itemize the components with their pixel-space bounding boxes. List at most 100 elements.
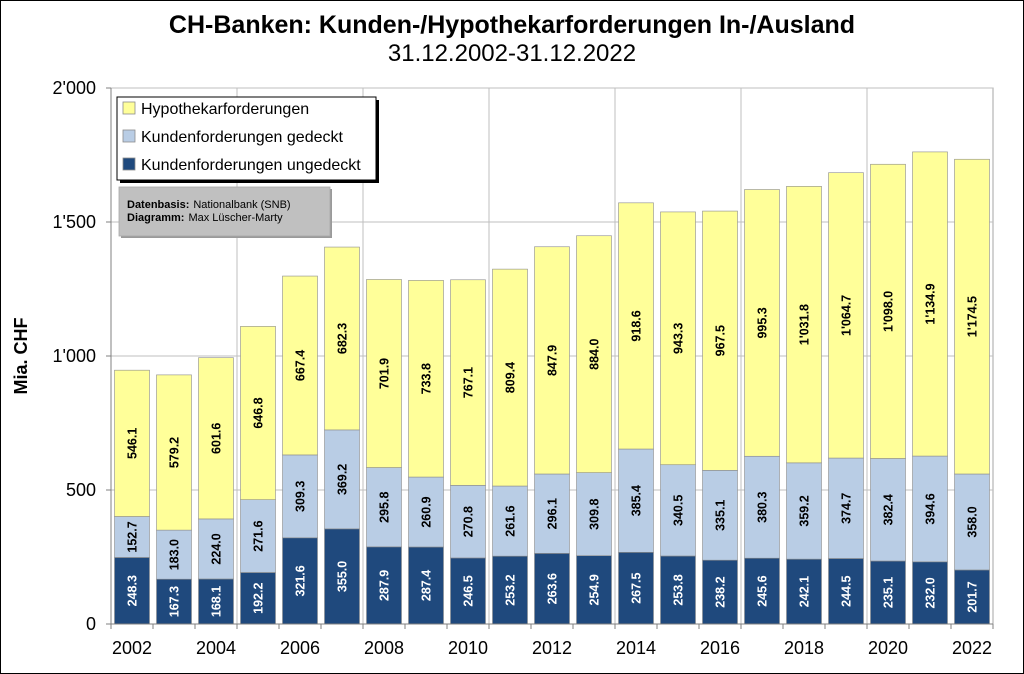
legend: Hypothekarforderungen Kundenforderungen … bbox=[116, 96, 379, 183]
data-label-kundenforderungen-ungedeckt-2003: 167.3 bbox=[167, 586, 181, 617]
data-label-kundenforderungen-ungedeckt-2022: 201.7 bbox=[965, 581, 979, 612]
data-label-kundenforderungen-gedeckt-2013: 309.8 bbox=[587, 498, 601, 529]
data-label-kundenforderungen-ungedeckt-2005: 192.2 bbox=[251, 583, 265, 614]
data-label-hypothekarforderungen-2022: 1'174.5 bbox=[965, 296, 979, 337]
bar-hypothekarforderungen-2016 bbox=[702, 210, 738, 471]
legend-label-kundenforderungen-gedeckt: Kundenforderungen gedeckt bbox=[141, 129, 343, 146]
bar-kundenforderungen-gedeckt-2017 bbox=[744, 455, 780, 559]
legend-swatch-hypothekarforderungen bbox=[122, 101, 136, 115]
data-label-kundenforderungen-gedeckt-2012: 296.1 bbox=[545, 498, 559, 529]
y-tick-label: 2'000 bbox=[53, 78, 96, 98]
data-label-kundenforderungen-ungedeckt-2002: 248.3 bbox=[125, 575, 139, 606]
author-line: Diagramm: Max Lüscher-Marty bbox=[127, 212, 283, 224]
data-label-kundenforderungen-gedeckt-2017: 380.3 bbox=[755, 492, 769, 523]
data-label-hypothekarforderungen-2014: 918.6 bbox=[629, 310, 643, 341]
bar-hypothekarforderungen-2012 bbox=[534, 246, 570, 475]
bar-hypothekarforderungen-2013 bbox=[576, 235, 612, 473]
bar-kundenforderungen-ungedeckt-2018 bbox=[786, 558, 822, 625]
bar-hypothekarforderungen-2020 bbox=[870, 163, 906, 459]
source-line: Datenbasis: Nationalbank (SNB) bbox=[127, 199, 291, 211]
x-tick-label: 2020 bbox=[868, 638, 908, 658]
data-label-hypothekarforderungen-2010: 767.1 bbox=[461, 367, 475, 398]
data-label-hypothekarforderungen-2021: 1'134.9 bbox=[923, 283, 937, 324]
y-tick-label: 500 bbox=[66, 480, 96, 500]
data-label-hypothekarforderungen-2020: 1'098.0 bbox=[881, 291, 895, 332]
y-tick-label: 0 bbox=[86, 614, 96, 634]
bar-kundenforderungen-ungedeckt-2013 bbox=[576, 555, 612, 625]
info-box: Datenbasis: Nationalbank (SNB) Diagramm: M… bbox=[118, 186, 332, 238]
data-label-hypothekarforderungen-2019: 1'064.7 bbox=[839, 295, 853, 336]
bar-kundenforderungen-ungedeckt-2022 bbox=[954, 569, 990, 625]
data-label-hypothekarforderungen-2008: 701.9 bbox=[377, 358, 391, 389]
x-axis: 2002 2004 2006 2008 2010 2012 2014 2016 2018 2020… bbox=[110, 623, 994, 658]
bar-kundenforderungen-ungedeckt-2020 bbox=[870, 560, 906, 625]
bar-kundenforderungen-gedeckt-2006 bbox=[282, 454, 318, 539]
data-label-kundenforderungen-gedeckt-2020: 382.4 bbox=[881, 494, 895, 525]
data-label-kundenforderungen-ungedeckt-2012: 263.6 bbox=[545, 573, 559, 604]
bar-kundenforderungen-gedeckt-2016 bbox=[702, 470, 738, 561]
x-tick-label: 2014 bbox=[616, 638, 656, 658]
data-label-kundenforderungen-ungedeckt-2004: 168.1 bbox=[209, 586, 223, 617]
bar-kundenforderungen-gedeckt-2009 bbox=[408, 476, 444, 548]
legend-label-kundenforderungen-ungedeckt: Kundenforderungen ungedeckt bbox=[141, 157, 361, 174]
data-label-kundenforderungen-gedeckt-2015: 340.5 bbox=[671, 495, 685, 526]
bar-kundenforderungen-gedeckt-2003 bbox=[156, 529, 192, 580]
data-label-hypothekarforderungen-2015: 943.3 bbox=[671, 323, 685, 354]
bar-hypothekarforderungen-2003 bbox=[156, 374, 192, 531]
bar-hypothekarforderungen-2017 bbox=[744, 189, 780, 457]
x-tick-label: 2008 bbox=[364, 638, 404, 658]
data-label-kundenforderungen-gedeckt-2016: 335.1 bbox=[713, 500, 727, 531]
bar-kundenforderungen-gedeckt-2008 bbox=[366, 467, 402, 548]
data-label-kundenforderungen-ungedeckt-2021: 232.0 bbox=[923, 577, 937, 608]
data-label-kundenforderungen-gedeckt-2003: 183.0 bbox=[167, 539, 181, 570]
data-label-kundenforderungen-ungedeckt-2017: 245.6 bbox=[755, 575, 769, 606]
x-tick-label: 2016 bbox=[700, 638, 740, 658]
data-label-hypothekarforderungen-2006: 667.4 bbox=[293, 350, 307, 381]
source-label: Datenbasis: bbox=[127, 199, 189, 211]
data-label-kundenforderungen-ungedeckt-2008: 287.9 bbox=[377, 570, 391, 601]
bar-segments bbox=[114, 151, 990, 625]
bar-kundenforderungen-ungedeckt-2010 bbox=[450, 557, 486, 625]
y-tick-label: 1'500 bbox=[53, 212, 96, 232]
data-label-hypothekarforderungen-2004: 601.6 bbox=[209, 423, 223, 454]
data-label-kundenforderungen-ungedeckt-2019: 244.5 bbox=[839, 576, 853, 607]
bar-kundenforderungen-ungedeckt-2004 bbox=[198, 578, 234, 625]
bar-hypothekarforderungen-2008 bbox=[366, 279, 402, 468]
bar-hypothekarforderungen-2019 bbox=[828, 172, 864, 459]
bar-kundenforderungen-gedeckt-2012 bbox=[534, 473, 570, 554]
data-label-kundenforderungen-ungedeckt-2009: 287.4 bbox=[419, 570, 433, 601]
bar-kundenforderungen-gedeckt-2005 bbox=[240, 499, 276, 573]
data-label-hypothekarforderungen-2016: 967.5 bbox=[713, 325, 727, 356]
data-label-hypothekarforderungen-2003: 579.2 bbox=[167, 437, 181, 468]
data-label-kundenforderungen-ungedeckt-2016: 238.2 bbox=[713, 576, 727, 607]
bar-kundenforderungen-ungedeckt-2017 bbox=[744, 557, 780, 625]
data-label-kundenforderungen-gedeckt-2021: 394.6 bbox=[923, 493, 937, 524]
legend-swatch-kundenforderungen-ungedeckt bbox=[122, 157, 136, 171]
bar-hypothekarforderungen-2010 bbox=[450, 279, 486, 486]
data-label-kundenforderungen-gedeckt-2002: 152.7 bbox=[125, 521, 139, 552]
legend-label-hypothekarforderungen: Hypothekarforderungen bbox=[141, 101, 309, 118]
author-value: Max Lüscher-Marty bbox=[188, 212, 283, 224]
bar-hypothekarforderungen-2018 bbox=[786, 186, 822, 464]
data-label-kundenforderungen-gedeckt-2022: 358.0 bbox=[965, 506, 979, 537]
data-label-kundenforderungen-ungedeckt-2006: 321.6 bbox=[293, 565, 307, 596]
bar-kundenforderungen-ungedeckt-2011 bbox=[492, 555, 528, 625]
data-label-hypothekarforderungen-2018: 1'031.8 bbox=[797, 304, 811, 345]
data-label-kundenforderungen-ungedeckt-2007: 355.0 bbox=[335, 561, 349, 592]
bar-hypothekarforderungen-2005 bbox=[240, 326, 276, 501]
data-label-kundenforderungen-gedeckt-2008: 295.8 bbox=[377, 492, 391, 523]
bar-hypothekarforderungen-2007 bbox=[324, 246, 360, 431]
bar-hypothekarforderungen-2002 bbox=[114, 369, 150, 517]
data-label-hypothekarforderungen-2002: 546.1 bbox=[125, 428, 139, 459]
legend-swatch-kundenforderungen-gedeckt bbox=[122, 129, 136, 143]
chart-subtitle: 31.12.2002-31.12.2022 bbox=[388, 40, 636, 67]
x-tick-label: 2022 bbox=[952, 638, 992, 658]
x-tick-label: 2018 bbox=[784, 638, 824, 658]
data-label-hypothekarforderungen-2012: 847.9 bbox=[545, 345, 559, 376]
bar-hypothekarforderungen-2006 bbox=[282, 275, 318, 456]
x-tick-label: 2010 bbox=[448, 638, 488, 658]
data-label-hypothekarforderungen-2013: 884.0 bbox=[587, 339, 601, 370]
x-tick-label: 2004 bbox=[196, 638, 236, 658]
bar-hypothekarforderungen-2014 bbox=[618, 202, 654, 450]
bar-kundenforderungen-ungedeckt-2005 bbox=[240, 572, 276, 625]
